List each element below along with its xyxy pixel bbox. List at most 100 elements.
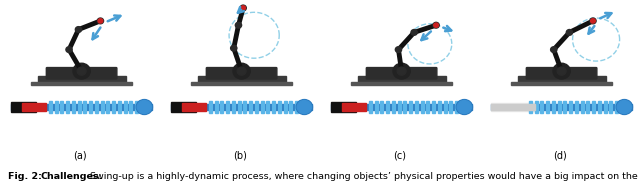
Circle shape bbox=[591, 19, 595, 23]
Bar bbox=[237, 101, 241, 113]
Circle shape bbox=[566, 29, 573, 35]
Bar bbox=[598, 101, 601, 113]
Text: Fig. 2:: Fig. 2: bbox=[8, 172, 45, 181]
Bar bbox=[444, 101, 447, 113]
Bar bbox=[55, 101, 58, 113]
Text: (c): (c) bbox=[394, 151, 406, 160]
Bar bbox=[289, 101, 292, 113]
Bar bbox=[342, 103, 365, 111]
Bar bbox=[243, 101, 246, 113]
Circle shape bbox=[77, 67, 86, 75]
Bar bbox=[124, 101, 127, 113]
Bar bbox=[171, 104, 312, 110]
Bar bbox=[49, 101, 52, 113]
Bar bbox=[491, 105, 535, 110]
Bar bbox=[615, 101, 618, 113]
Bar bbox=[491, 104, 632, 110]
Bar bbox=[221, 101, 223, 113]
Bar bbox=[278, 101, 281, 113]
Bar bbox=[535, 101, 538, 113]
Circle shape bbox=[296, 100, 312, 114]
Bar bbox=[83, 101, 86, 113]
Bar bbox=[586, 101, 589, 113]
Bar bbox=[415, 101, 418, 113]
Bar bbox=[255, 101, 258, 113]
Bar bbox=[95, 101, 98, 113]
Bar bbox=[575, 101, 578, 113]
FancyBboxPatch shape bbox=[366, 68, 437, 79]
Bar bbox=[129, 101, 132, 113]
Bar bbox=[438, 101, 441, 113]
Bar bbox=[552, 101, 555, 113]
Text: (a): (a) bbox=[73, 151, 87, 160]
Bar bbox=[284, 101, 287, 113]
Bar bbox=[511, 82, 612, 86]
Bar bbox=[563, 101, 566, 113]
Bar bbox=[100, 101, 104, 113]
Bar bbox=[11, 102, 36, 112]
Bar bbox=[409, 101, 412, 113]
Circle shape bbox=[396, 47, 402, 52]
Circle shape bbox=[236, 22, 242, 28]
Circle shape bbox=[240, 5, 246, 11]
Circle shape bbox=[617, 100, 632, 114]
Bar bbox=[369, 101, 372, 113]
Bar bbox=[569, 101, 572, 113]
Circle shape bbox=[550, 47, 557, 52]
Bar bbox=[381, 101, 383, 113]
Bar bbox=[604, 101, 607, 113]
Bar bbox=[118, 101, 121, 113]
Circle shape bbox=[616, 100, 632, 114]
Bar bbox=[609, 101, 612, 113]
Bar bbox=[249, 101, 252, 113]
Bar bbox=[38, 76, 125, 83]
Bar bbox=[557, 101, 561, 113]
Bar bbox=[11, 104, 152, 110]
Bar bbox=[22, 103, 45, 111]
Text: Challenges.: Challenges. bbox=[41, 172, 103, 181]
FancyBboxPatch shape bbox=[46, 68, 117, 79]
Circle shape bbox=[233, 63, 250, 79]
Bar bbox=[191, 82, 292, 86]
Circle shape bbox=[590, 18, 596, 24]
Circle shape bbox=[553, 63, 570, 79]
Bar bbox=[272, 101, 275, 113]
Bar bbox=[61, 101, 63, 113]
Bar bbox=[351, 82, 452, 86]
Bar bbox=[491, 103, 535, 111]
Circle shape bbox=[136, 100, 152, 114]
Circle shape bbox=[457, 100, 472, 114]
Bar bbox=[89, 101, 92, 113]
Bar bbox=[358, 76, 445, 83]
Bar bbox=[397, 101, 401, 113]
Bar bbox=[77, 101, 81, 113]
Bar bbox=[295, 101, 298, 113]
Bar bbox=[226, 101, 229, 113]
Bar bbox=[209, 101, 212, 113]
Bar bbox=[260, 101, 264, 113]
Bar bbox=[198, 76, 285, 83]
Bar bbox=[420, 101, 424, 113]
Circle shape bbox=[433, 22, 439, 28]
Bar bbox=[518, 76, 605, 83]
Text: Swing-up is a highly-dynamic process, where changing objects’ physical propertie: Swing-up is a highly-dynamic process, wh… bbox=[87, 172, 638, 181]
Circle shape bbox=[76, 27, 82, 32]
Bar bbox=[541, 101, 543, 113]
Circle shape bbox=[237, 67, 246, 75]
Circle shape bbox=[98, 19, 103, 23]
Circle shape bbox=[456, 100, 472, 114]
Bar bbox=[106, 101, 109, 113]
Circle shape bbox=[434, 23, 438, 27]
Bar bbox=[386, 101, 389, 113]
Bar bbox=[449, 101, 452, 113]
Bar bbox=[112, 101, 115, 113]
Circle shape bbox=[137, 100, 152, 114]
Text: (b): (b) bbox=[233, 151, 247, 160]
Circle shape bbox=[397, 67, 406, 75]
Circle shape bbox=[557, 67, 566, 75]
Circle shape bbox=[66, 47, 72, 52]
Bar bbox=[171, 102, 196, 112]
Circle shape bbox=[393, 63, 410, 79]
FancyBboxPatch shape bbox=[206, 68, 277, 79]
Bar bbox=[331, 102, 356, 112]
